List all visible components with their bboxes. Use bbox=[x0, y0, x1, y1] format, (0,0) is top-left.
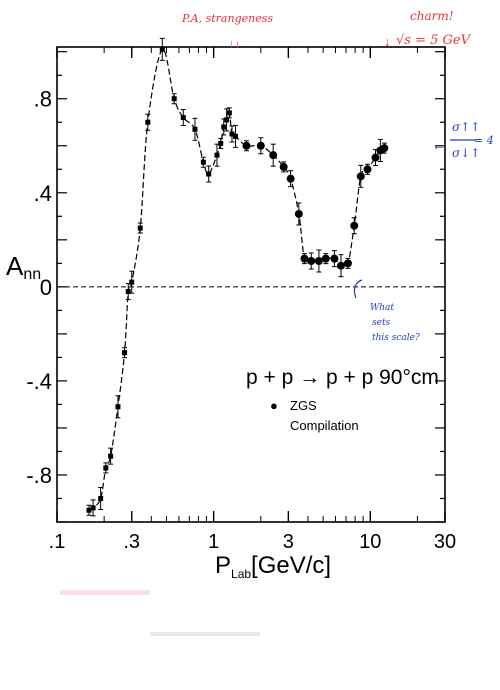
y-tick-label: -.8 bbox=[26, 463, 52, 488]
zgs-point bbox=[294, 209, 303, 218]
compilation-point bbox=[86, 507, 92, 513]
zgs-point bbox=[279, 162, 288, 171]
compilation-point bbox=[218, 140, 224, 146]
zgs-point bbox=[350, 221, 359, 230]
compilation-point bbox=[122, 350, 128, 356]
compilation-point bbox=[103, 465, 109, 471]
annotation-question-line-2: sets bbox=[372, 318, 391, 328]
annotation-sqrt-s: √s = 5 GeV bbox=[396, 33, 472, 48]
y-tick-label: .8 bbox=[34, 87, 52, 112]
y-tick-label: -.4 bbox=[26, 369, 52, 394]
compilation-point bbox=[129, 279, 135, 285]
scan-smudge bbox=[60, 590, 150, 595]
x-tick-label: 10 bbox=[359, 531, 381, 553]
annotation-question-line-1: What bbox=[370, 303, 394, 313]
data-points bbox=[86, 37, 389, 517]
blue-curved-arrow-icon bbox=[353, 279, 363, 299]
annotation-pa-strangeness: P.A, strangeness bbox=[181, 12, 273, 25]
zgs-point bbox=[300, 254, 309, 263]
zgs-point bbox=[363, 165, 372, 174]
chart-title: p + p → p + p 90°cm bbox=[246, 366, 439, 389]
red-arrow-icon: ↓ bbox=[384, 34, 391, 49]
annotation-ratio-denominator: σ↓↑ bbox=[452, 146, 480, 160]
legend-zgs-label: ZGS bbox=[290, 398, 317, 413]
blue-arrow-icon: ← bbox=[432, 137, 446, 153]
zgs-point bbox=[371, 153, 380, 162]
compilation-point bbox=[229, 131, 235, 137]
legend-zgs-symbol: ● bbox=[270, 398, 278, 413]
zgs-point bbox=[256, 141, 265, 150]
y-axis-label: Ann bbox=[6, 251, 41, 283]
zgs-point bbox=[336, 261, 345, 270]
compilation-point bbox=[108, 453, 114, 459]
compilation-point bbox=[206, 171, 212, 177]
zgs-point bbox=[307, 256, 316, 265]
compilation-point bbox=[221, 124, 227, 130]
plot-frame bbox=[56, 46, 446, 523]
compilation-point bbox=[200, 159, 206, 165]
x-tick-label: 30 bbox=[434, 531, 456, 553]
zgs-point bbox=[343, 259, 352, 268]
zgs-point bbox=[330, 254, 339, 263]
zgs-point bbox=[356, 172, 365, 181]
compilation-point bbox=[125, 289, 131, 295]
zgs-point bbox=[314, 256, 323, 265]
compilation-point bbox=[159, 46, 165, 52]
x-tick-label: .1 bbox=[49, 531, 66, 553]
y-tick-label: 0 bbox=[40, 275, 52, 300]
zgs-point bbox=[269, 151, 278, 160]
x-tick-label: 1 bbox=[208, 531, 219, 553]
zgs-point bbox=[380, 144, 389, 153]
zgs-point bbox=[321, 254, 330, 263]
x-tick-label: 3 bbox=[283, 531, 294, 553]
compilation-point bbox=[145, 119, 151, 125]
compilation-point bbox=[137, 225, 143, 231]
compilation-point bbox=[192, 126, 198, 132]
compilation-point bbox=[90, 505, 96, 511]
compilation-point bbox=[224, 117, 230, 123]
x-tick-label: .3 bbox=[123, 531, 140, 553]
y-tick-label: .4 bbox=[34, 181, 52, 206]
annotation-ratio-value: = 4 bbox=[474, 134, 494, 147]
compilation-point bbox=[214, 152, 220, 158]
compilation-point bbox=[98, 495, 104, 501]
scan-smudge bbox=[150, 632, 260, 636]
annotation-ratio-numerator: σ↑↑ bbox=[452, 120, 480, 134]
x-axis: .1 .3 1 3 10 30 bbox=[49, 47, 456, 553]
compilation-point bbox=[171, 96, 177, 102]
y-axis: .8 .4 0 -.4 -.8 bbox=[26, 51, 445, 523]
zgs-point bbox=[242, 141, 251, 150]
legend-compilation-label: Compilation bbox=[290, 418, 359, 433]
compilation-point bbox=[115, 404, 121, 410]
compilation-point bbox=[226, 110, 232, 116]
compilation-point bbox=[233, 133, 239, 139]
red-arrows-icon: ↓↓ bbox=[229, 38, 240, 50]
annotation-question-line-3: this scale? bbox=[372, 333, 420, 343]
annotation-charm: charm! bbox=[410, 9, 454, 23]
compilation-point bbox=[180, 115, 186, 121]
x-axis-label: PLab[GeV/c] bbox=[215, 552, 331, 581]
zgs-point bbox=[286, 174, 295, 183]
